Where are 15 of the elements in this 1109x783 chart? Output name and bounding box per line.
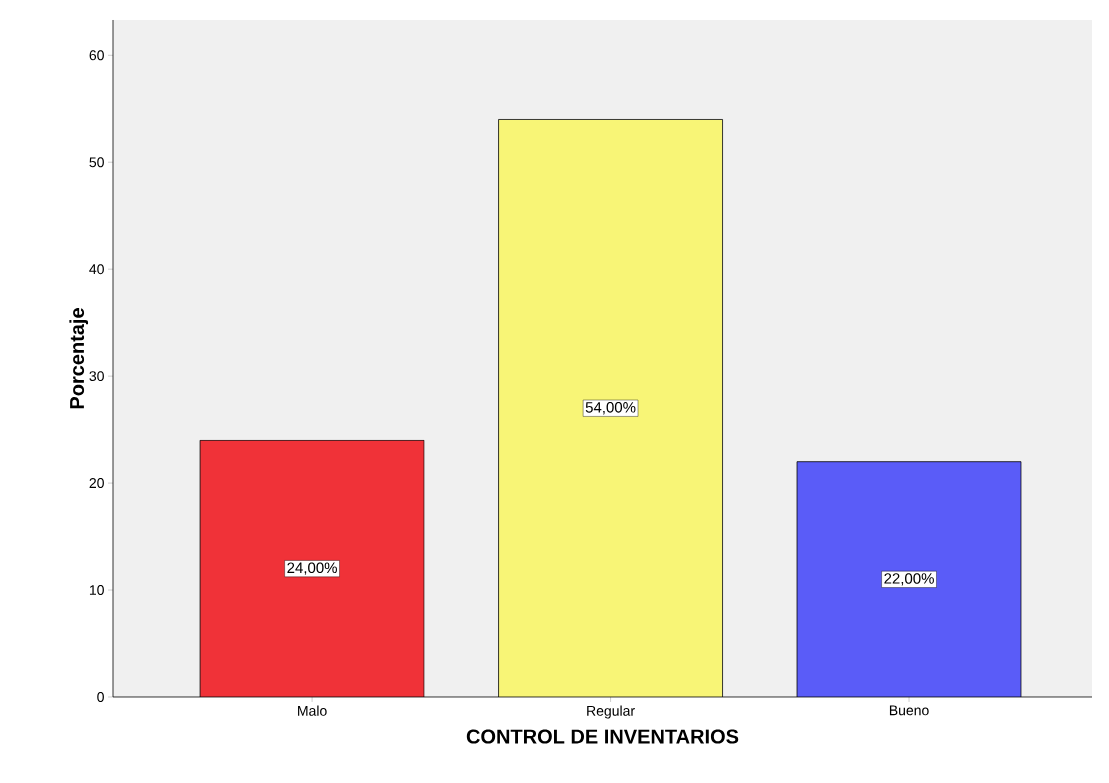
x-tick-label: Bueno	[889, 705, 929, 716]
y-tick-label: 20	[89, 478, 104, 489]
y-tick-label: 40	[89, 264, 104, 275]
x-axis-title: CONTROL DE INVENTARIOS	[466, 729, 739, 744]
y-tick-label: 30	[89, 371, 104, 382]
data-label: 22,00%	[884, 573, 934, 586]
data-label: 24,00%	[287, 562, 337, 575]
x-tick-label: Regular	[587, 705, 635, 719]
y-tick-label: 10	[89, 585, 104, 595]
y-tick-label: 50	[89, 157, 104, 168]
y-tick-label: 60	[89, 50, 104, 61]
x-tick-label: Malo	[298, 705, 327, 716]
y-axis-title: Porcentaje	[69, 308, 89, 409]
data-label: 54,00%	[585, 402, 636, 415]
y-tick-label: 0	[97, 692, 104, 702]
